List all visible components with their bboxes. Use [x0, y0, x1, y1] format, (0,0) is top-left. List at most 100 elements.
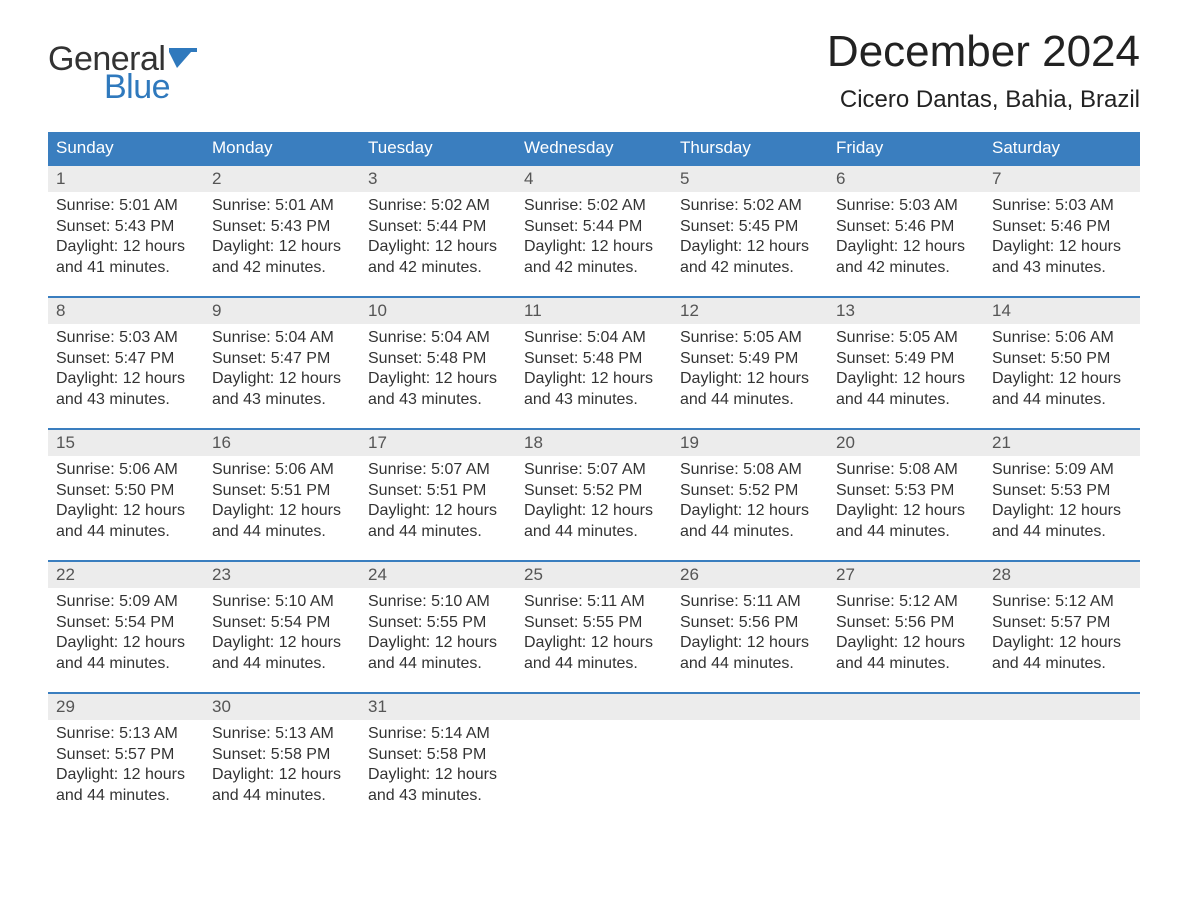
day-number: 15	[48, 430, 204, 456]
daylight-line-2: and 43 minutes.	[212, 390, 352, 410]
sunset-line: Sunset: 5:44 PM	[368, 217, 508, 237]
daylight-line-2: and 43 minutes.	[56, 390, 196, 410]
daylight-line-1: Daylight: 12 hours	[836, 501, 976, 521]
day-number: 16	[204, 430, 360, 456]
weekday-header: Sunday	[48, 132, 204, 165]
sunset-line: Sunset: 5:46 PM	[992, 217, 1132, 237]
calendar-day-cell: 23Sunrise: 5:10 AMSunset: 5:54 PMDayligh…	[204, 561, 360, 693]
daylight-line-1: Daylight: 12 hours	[836, 237, 976, 257]
daylight-line-1: Daylight: 12 hours	[56, 501, 196, 521]
weekday-header: Thursday	[672, 132, 828, 165]
day-number: 23	[204, 562, 360, 588]
daylight-line-2: and 43 minutes.	[524, 390, 664, 410]
sunrise-line: Sunrise: 5:06 AM	[212, 460, 352, 480]
daylight-line-1: Daylight: 12 hours	[368, 501, 508, 521]
calendar-day-cell: 2Sunrise: 5:01 AMSunset: 5:43 PMDaylight…	[204, 165, 360, 297]
daylight-line-1: Daylight: 12 hours	[368, 765, 508, 785]
day-details: Sunrise: 5:10 AMSunset: 5:55 PMDaylight:…	[360, 588, 516, 692]
day-number: 25	[516, 562, 672, 588]
calendar-day-cell: 14Sunrise: 5:06 AMSunset: 5:50 PMDayligh…	[984, 297, 1140, 429]
sunset-line: Sunset: 5:50 PM	[992, 349, 1132, 369]
sunrise-line: Sunrise: 5:13 AM	[212, 724, 352, 744]
header: General Blue December 2024 Cicero Dantas…	[48, 28, 1140, 114]
day-details: Sunrise: 5:04 AMSunset: 5:47 PMDaylight:…	[204, 324, 360, 428]
weekday-header-row: Sunday Monday Tuesday Wednesday Thursday…	[48, 132, 1140, 165]
daylight-line-2: and 43 minutes.	[992, 258, 1132, 278]
day-details: Sunrise: 5:03 AMSunset: 5:46 PMDaylight:…	[984, 192, 1140, 296]
daylight-line-2: and 44 minutes.	[680, 654, 820, 674]
day-number: 14	[984, 298, 1140, 324]
sunset-line: Sunset: 5:48 PM	[368, 349, 508, 369]
calendar-day-cell: 26Sunrise: 5:11 AMSunset: 5:56 PMDayligh…	[672, 561, 828, 693]
month-title: December 2024	[827, 28, 1140, 76]
daylight-line-2: and 44 minutes.	[992, 522, 1132, 542]
day-details: Sunrise: 5:10 AMSunset: 5:54 PMDaylight:…	[204, 588, 360, 692]
sunrise-line: Sunrise: 5:02 AM	[524, 196, 664, 216]
sunrise-line: Sunrise: 5:04 AM	[524, 328, 664, 348]
sunset-line: Sunset: 5:46 PM	[836, 217, 976, 237]
sunrise-line: Sunrise: 5:14 AM	[368, 724, 508, 744]
day-details: Sunrise: 5:05 AMSunset: 5:49 PMDaylight:…	[672, 324, 828, 428]
daylight-line-1: Daylight: 12 hours	[212, 237, 352, 257]
daylight-line-1: Daylight: 12 hours	[212, 501, 352, 521]
day-number	[828, 694, 984, 720]
sunrise-line: Sunrise: 5:03 AM	[836, 196, 976, 216]
sunrise-line: Sunrise: 5:02 AM	[368, 196, 508, 216]
weekday-header: Wednesday	[516, 132, 672, 165]
daylight-line-2: and 44 minutes.	[56, 522, 196, 542]
day-number: 2	[204, 166, 360, 192]
daylight-line-2: and 44 minutes.	[56, 786, 196, 806]
daylight-line-2: and 44 minutes.	[368, 654, 508, 674]
sunset-line: Sunset: 5:47 PM	[56, 349, 196, 369]
logo-text-blue: Blue	[104, 70, 197, 104]
daylight-line-2: and 44 minutes.	[212, 654, 352, 674]
calendar-day-cell: 21Sunrise: 5:09 AMSunset: 5:53 PMDayligh…	[984, 429, 1140, 561]
day-details: Sunrise: 5:02 AMSunset: 5:45 PMDaylight:…	[672, 192, 828, 296]
calendar-day-cell: 22Sunrise: 5:09 AMSunset: 5:54 PMDayligh…	[48, 561, 204, 693]
day-number: 10	[360, 298, 516, 324]
daylight-line-1: Daylight: 12 hours	[836, 369, 976, 389]
calendar-day-cell: 12Sunrise: 5:05 AMSunset: 5:49 PMDayligh…	[672, 297, 828, 429]
day-number: 22	[48, 562, 204, 588]
calendar-day-cell: 25Sunrise: 5:11 AMSunset: 5:55 PMDayligh…	[516, 561, 672, 693]
calendar-table: Sunday Monday Tuesday Wednesday Thursday…	[48, 132, 1140, 824]
sunrise-line: Sunrise: 5:11 AM	[524, 592, 664, 612]
logo: General Blue	[48, 42, 197, 104]
day-number	[672, 694, 828, 720]
daylight-line-2: and 44 minutes.	[680, 522, 820, 542]
sunrise-line: Sunrise: 5:10 AM	[368, 592, 508, 612]
day-details: Sunrise: 5:14 AMSunset: 5:58 PMDaylight:…	[360, 720, 516, 824]
day-number: 5	[672, 166, 828, 192]
calendar-day-cell: 5Sunrise: 5:02 AMSunset: 5:45 PMDaylight…	[672, 165, 828, 297]
sunset-line: Sunset: 5:54 PM	[212, 613, 352, 633]
sunset-line: Sunset: 5:45 PM	[680, 217, 820, 237]
day-details: Sunrise: 5:11 AMSunset: 5:55 PMDaylight:…	[516, 588, 672, 692]
daylight-line-1: Daylight: 12 hours	[524, 633, 664, 653]
daylight-line-2: and 44 minutes.	[680, 390, 820, 410]
sunrise-line: Sunrise: 5:07 AM	[368, 460, 508, 480]
day-number	[516, 694, 672, 720]
sunset-line: Sunset: 5:52 PM	[524, 481, 664, 501]
calendar-day-cell: 28Sunrise: 5:12 AMSunset: 5:57 PMDayligh…	[984, 561, 1140, 693]
calendar-week-row: 29Sunrise: 5:13 AMSunset: 5:57 PMDayligh…	[48, 693, 1140, 824]
calendar-day-cell	[984, 693, 1140, 824]
day-number: 19	[672, 430, 828, 456]
sunset-line: Sunset: 5:48 PM	[524, 349, 664, 369]
calendar-day-cell: 1Sunrise: 5:01 AMSunset: 5:43 PMDaylight…	[48, 165, 204, 297]
daylight-line-1: Daylight: 12 hours	[836, 633, 976, 653]
day-number: 27	[828, 562, 984, 588]
sunset-line: Sunset: 5:54 PM	[56, 613, 196, 633]
sunrise-line: Sunrise: 5:02 AM	[680, 196, 820, 216]
day-details: Sunrise: 5:03 AMSunset: 5:46 PMDaylight:…	[828, 192, 984, 296]
weekday-header: Friday	[828, 132, 984, 165]
day-number: 24	[360, 562, 516, 588]
sunrise-line: Sunrise: 5:05 AM	[680, 328, 820, 348]
day-number: 21	[984, 430, 1140, 456]
calendar-day-cell: 27Sunrise: 5:12 AMSunset: 5:56 PMDayligh…	[828, 561, 984, 693]
sunrise-line: Sunrise: 5:03 AM	[56, 328, 196, 348]
calendar-week-row: 8Sunrise: 5:03 AMSunset: 5:47 PMDaylight…	[48, 297, 1140, 429]
sunset-line: Sunset: 5:53 PM	[836, 481, 976, 501]
day-number: 28	[984, 562, 1140, 588]
sunset-line: Sunset: 5:53 PM	[992, 481, 1132, 501]
day-details: Sunrise: 5:07 AMSunset: 5:52 PMDaylight:…	[516, 456, 672, 560]
